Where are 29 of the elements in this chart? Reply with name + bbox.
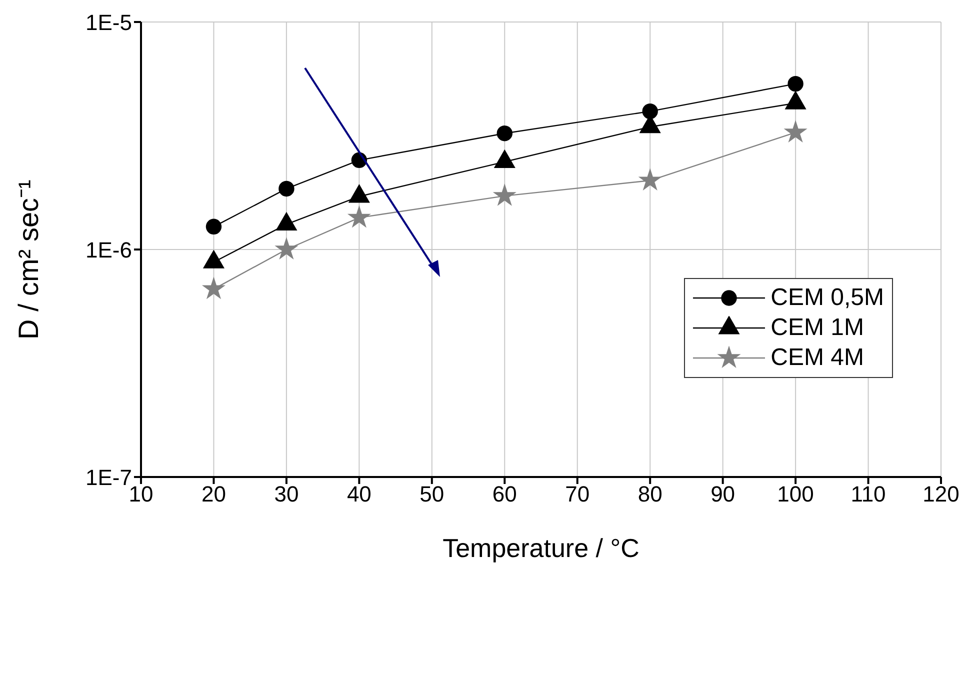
legend-label: CEM 4M xyxy=(770,343,864,373)
point xyxy=(206,218,222,235)
y-axis-title: D / cm² sec⁻¹ xyxy=(12,180,44,340)
x-tick-label: 120 xyxy=(922,482,960,507)
legend-label: CEM 1M xyxy=(770,313,864,343)
point xyxy=(494,184,516,206)
x-tick-label: 100 xyxy=(777,482,814,507)
point xyxy=(276,238,298,259)
y-tick-label: 1E-5 xyxy=(86,10,132,35)
x-tick-label: 90 xyxy=(710,482,736,507)
x-tick-label: 80 xyxy=(638,482,662,507)
x-tick-label: 110 xyxy=(850,482,886,507)
y-tick-label: 1E-6 xyxy=(86,237,132,262)
x-tick-label: 20 xyxy=(201,482,226,507)
point xyxy=(202,278,224,298)
point xyxy=(278,180,294,197)
x-axis-title: Temperature / °C xyxy=(442,533,640,563)
point xyxy=(639,169,661,190)
x-tick-label: 60 xyxy=(492,482,517,507)
point xyxy=(788,76,804,92)
point xyxy=(642,103,658,120)
x-tick-label: 70 xyxy=(565,482,590,507)
x-tick-label: 40 xyxy=(346,482,372,507)
x-tick-label: 30 xyxy=(274,482,299,507)
x-tick-label: 50 xyxy=(420,482,444,507)
point xyxy=(784,121,806,142)
point xyxy=(348,206,370,227)
legend-label: CEM 0,5M xyxy=(770,283,884,313)
point xyxy=(496,126,512,142)
